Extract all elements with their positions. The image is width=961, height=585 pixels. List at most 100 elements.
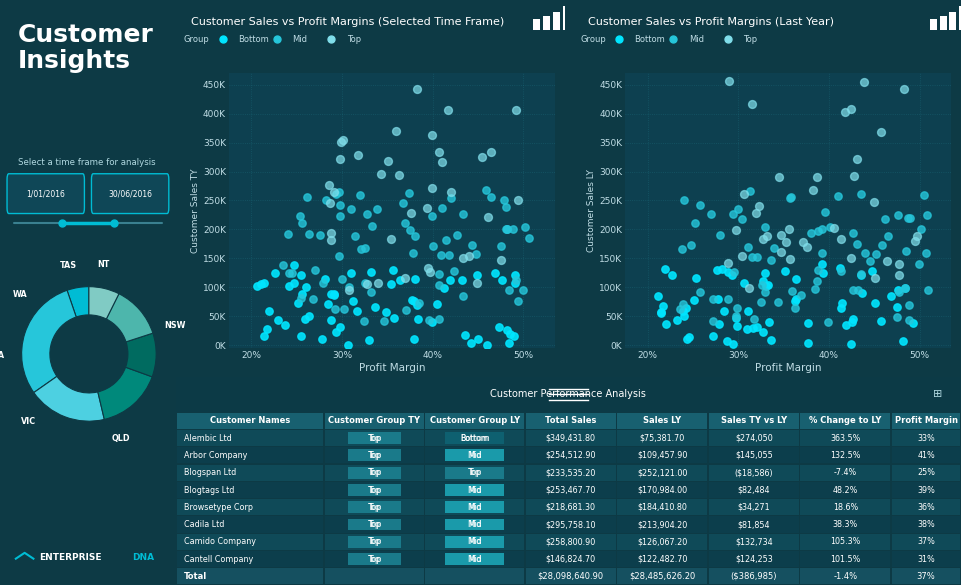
Text: Bottom: Bottom bbox=[634, 35, 665, 44]
Point bbox=[681, 332, 697, 342]
FancyBboxPatch shape bbox=[562, 6, 570, 30]
X-axis label: Profit Margin: Profit Margin bbox=[755, 363, 822, 373]
Y-axis label: Customer Sales TY: Customer Sales TY bbox=[191, 168, 200, 253]
Point bbox=[821, 317, 836, 326]
Text: ($386,985): ($386,985) bbox=[730, 572, 777, 581]
Point bbox=[425, 130, 440, 140]
Wedge shape bbox=[107, 294, 153, 342]
Point bbox=[781, 225, 797, 234]
Point bbox=[843, 253, 858, 262]
Point bbox=[901, 301, 917, 310]
Point bbox=[403, 225, 418, 235]
Text: VIC: VIC bbox=[21, 417, 37, 426]
Text: Top: Top bbox=[468, 468, 481, 477]
Text: Sales TY vs LY: Sales TY vs LY bbox=[721, 417, 787, 425]
Point bbox=[521, 233, 536, 243]
FancyBboxPatch shape bbox=[426, 430, 524, 446]
Point bbox=[856, 77, 872, 87]
Point bbox=[740, 306, 755, 315]
Point bbox=[446, 266, 461, 276]
Text: Mid: Mid bbox=[467, 451, 481, 460]
Point bbox=[261, 306, 277, 315]
Text: Mid: Mid bbox=[468, 538, 481, 546]
Point bbox=[710, 295, 726, 304]
FancyBboxPatch shape bbox=[617, 413, 707, 429]
Text: 363.5%: 363.5% bbox=[830, 433, 861, 443]
FancyBboxPatch shape bbox=[445, 467, 504, 479]
Point bbox=[900, 214, 916, 223]
FancyBboxPatch shape bbox=[177, 482, 324, 498]
FancyBboxPatch shape bbox=[709, 464, 799, 481]
Point bbox=[487, 268, 503, 277]
Point bbox=[688, 274, 703, 283]
Point bbox=[443, 194, 458, 203]
Point bbox=[399, 305, 414, 314]
Point bbox=[921, 285, 936, 295]
Point bbox=[438, 236, 454, 245]
Point bbox=[920, 211, 935, 220]
Point bbox=[803, 228, 819, 238]
Point bbox=[760, 280, 776, 290]
Point bbox=[650, 292, 665, 301]
Point bbox=[370, 278, 385, 288]
Text: Top: Top bbox=[367, 503, 382, 512]
Text: 39%: 39% bbox=[917, 486, 935, 494]
Point bbox=[705, 294, 721, 304]
Point bbox=[787, 303, 802, 312]
Point bbox=[510, 296, 526, 305]
Point bbox=[457, 331, 473, 340]
Point bbox=[675, 300, 690, 309]
Text: Camido Company: Camido Company bbox=[184, 538, 256, 546]
Point bbox=[510, 195, 526, 205]
FancyBboxPatch shape bbox=[801, 464, 891, 481]
Point bbox=[751, 201, 766, 210]
Text: $28,098,640.90: $28,098,640.90 bbox=[537, 572, 604, 581]
Point bbox=[430, 300, 445, 309]
Point bbox=[480, 212, 496, 222]
Point bbox=[328, 304, 343, 313]
Text: Mid: Mid bbox=[468, 503, 481, 512]
Point bbox=[494, 275, 509, 284]
FancyBboxPatch shape bbox=[892, 464, 960, 481]
FancyBboxPatch shape bbox=[526, 534, 616, 550]
Text: Top: Top bbox=[368, 433, 381, 443]
Point bbox=[782, 254, 798, 264]
Point bbox=[709, 266, 725, 275]
FancyBboxPatch shape bbox=[892, 568, 960, 584]
Text: 37%: 37% bbox=[917, 572, 935, 581]
FancyBboxPatch shape bbox=[801, 499, 891, 515]
Point bbox=[679, 334, 695, 343]
Text: $81,854: $81,854 bbox=[737, 520, 770, 529]
Point bbox=[787, 297, 802, 306]
FancyBboxPatch shape bbox=[325, 482, 424, 498]
Text: ENTERPRISE: ENTERPRISE bbox=[38, 553, 101, 562]
Point bbox=[506, 332, 522, 341]
Point bbox=[678, 304, 693, 313]
FancyBboxPatch shape bbox=[526, 464, 616, 481]
Point bbox=[721, 294, 736, 304]
Text: $28,485,626.20: $28,485,626.20 bbox=[629, 572, 696, 581]
Point bbox=[359, 280, 375, 289]
Text: SA: SA bbox=[0, 351, 4, 360]
Point bbox=[771, 172, 786, 181]
Point bbox=[306, 295, 321, 304]
Point bbox=[456, 291, 471, 301]
FancyBboxPatch shape bbox=[445, 432, 504, 444]
FancyBboxPatch shape bbox=[892, 448, 960, 463]
Point bbox=[774, 230, 789, 240]
Text: Top: Top bbox=[367, 555, 382, 563]
Point bbox=[720, 336, 735, 346]
Point bbox=[686, 295, 702, 304]
Point bbox=[725, 339, 740, 349]
Point bbox=[318, 195, 333, 205]
Point bbox=[877, 214, 893, 223]
Text: 33%: 33% bbox=[917, 433, 935, 443]
Text: Top: Top bbox=[367, 486, 382, 494]
Point bbox=[433, 250, 449, 260]
FancyBboxPatch shape bbox=[177, 448, 324, 463]
FancyBboxPatch shape bbox=[801, 517, 891, 532]
Point bbox=[864, 267, 879, 276]
Point bbox=[757, 222, 773, 231]
X-axis label: Profit Margin: Profit Margin bbox=[358, 363, 425, 373]
FancyBboxPatch shape bbox=[426, 482, 524, 498]
